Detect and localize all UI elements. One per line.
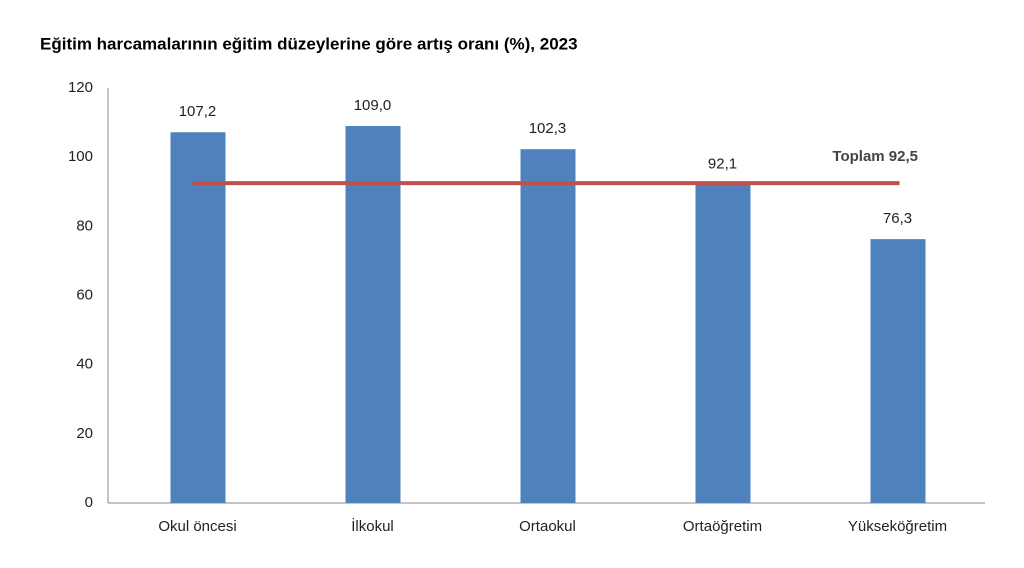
chart-title: Eğitim harcamalarının eğitim düzeylerine… <box>40 34 578 53</box>
bar <box>170 132 226 503</box>
y-tick-label: 60 <box>76 286 93 303</box>
y-tick-label: 100 <box>68 148 93 165</box>
bar <box>345 126 401 504</box>
y-tick-label: 40 <box>76 356 93 373</box>
value-label: 102,3 <box>529 120 567 137</box>
value-label: 107,2 <box>179 103 217 120</box>
y-tick-label: 120 <box>68 79 93 96</box>
value-label: 109,0 <box>354 97 392 114</box>
x-tick-label: İlkokul <box>351 517 394 535</box>
value-label: 92,1 <box>708 155 737 172</box>
y-tick-label: 80 <box>76 217 93 234</box>
y-tick-label: 0 <box>85 494 93 511</box>
bar <box>870 239 926 504</box>
bar <box>695 184 751 504</box>
x-tick-label: Ortaokul <box>519 518 576 535</box>
x-tick-label: Okul öncesi <box>158 518 236 535</box>
bar <box>520 149 576 503</box>
x-tick-label: Yükseköğretim <box>848 518 947 535</box>
value-label: 76,3 <box>883 210 912 227</box>
x-tick-label: Ortaöğretim <box>683 518 762 535</box>
y-tick-label: 20 <box>76 425 93 442</box>
reference-label: Toplam 92,5 <box>832 148 918 165</box>
